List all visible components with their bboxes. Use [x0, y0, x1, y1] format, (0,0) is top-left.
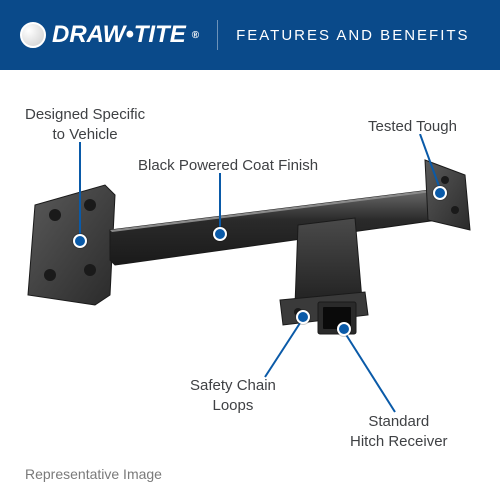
- callout-1-line1: Designed Specific: [25, 106, 145, 123]
- footer-caption: Representative Image: [25, 466, 162, 482]
- hitch-ball-icon: [20, 22, 46, 48]
- diagram-area: Designed Specific to Vehicle Black Power…: [0, 70, 500, 500]
- brand-logo: DRAW•TITE ®: [20, 21, 199, 49]
- logo-reg: ®: [192, 30, 199, 41]
- logo-text: DRAW•TITE: [52, 21, 186, 49]
- marker-4: [296, 310, 310, 324]
- callout-5-line2: Hitch Receiver: [350, 433, 448, 450]
- callout-tested-tough: Tested Tough: [368, 117, 457, 137]
- callout-designed-specific: Designed Specific to Vehicle: [25, 105, 145, 144]
- header-divider: [217, 20, 218, 50]
- header-title: FEATURES AND BENEFITS: [236, 27, 469, 44]
- header-banner: DRAW•TITE ® FEATURES AND BENEFITS: [0, 0, 500, 70]
- callout-5-line1: Standard: [368, 413, 429, 430]
- marker-3: [433, 186, 447, 200]
- marker-2: [213, 227, 227, 241]
- callout-4-line2: Loops: [213, 397, 254, 414]
- marker-5: [337, 322, 351, 336]
- callout-4-line1: Safety Chain: [190, 377, 276, 394]
- marker-1: [73, 234, 87, 248]
- callout-1-line2: to Vehicle: [53, 126, 118, 143]
- callout-safety-chain: Safety Chain Loops: [190, 376, 276, 415]
- callout-hitch-receiver: Standard Hitch Receiver: [350, 412, 448, 451]
- callout-2-label: Black Powered Coat Finish: [138, 157, 318, 174]
- callout-black-coat: Black Powered Coat Finish: [138, 156, 318, 176]
- callout-3-label: Tested Tough: [368, 118, 457, 135]
